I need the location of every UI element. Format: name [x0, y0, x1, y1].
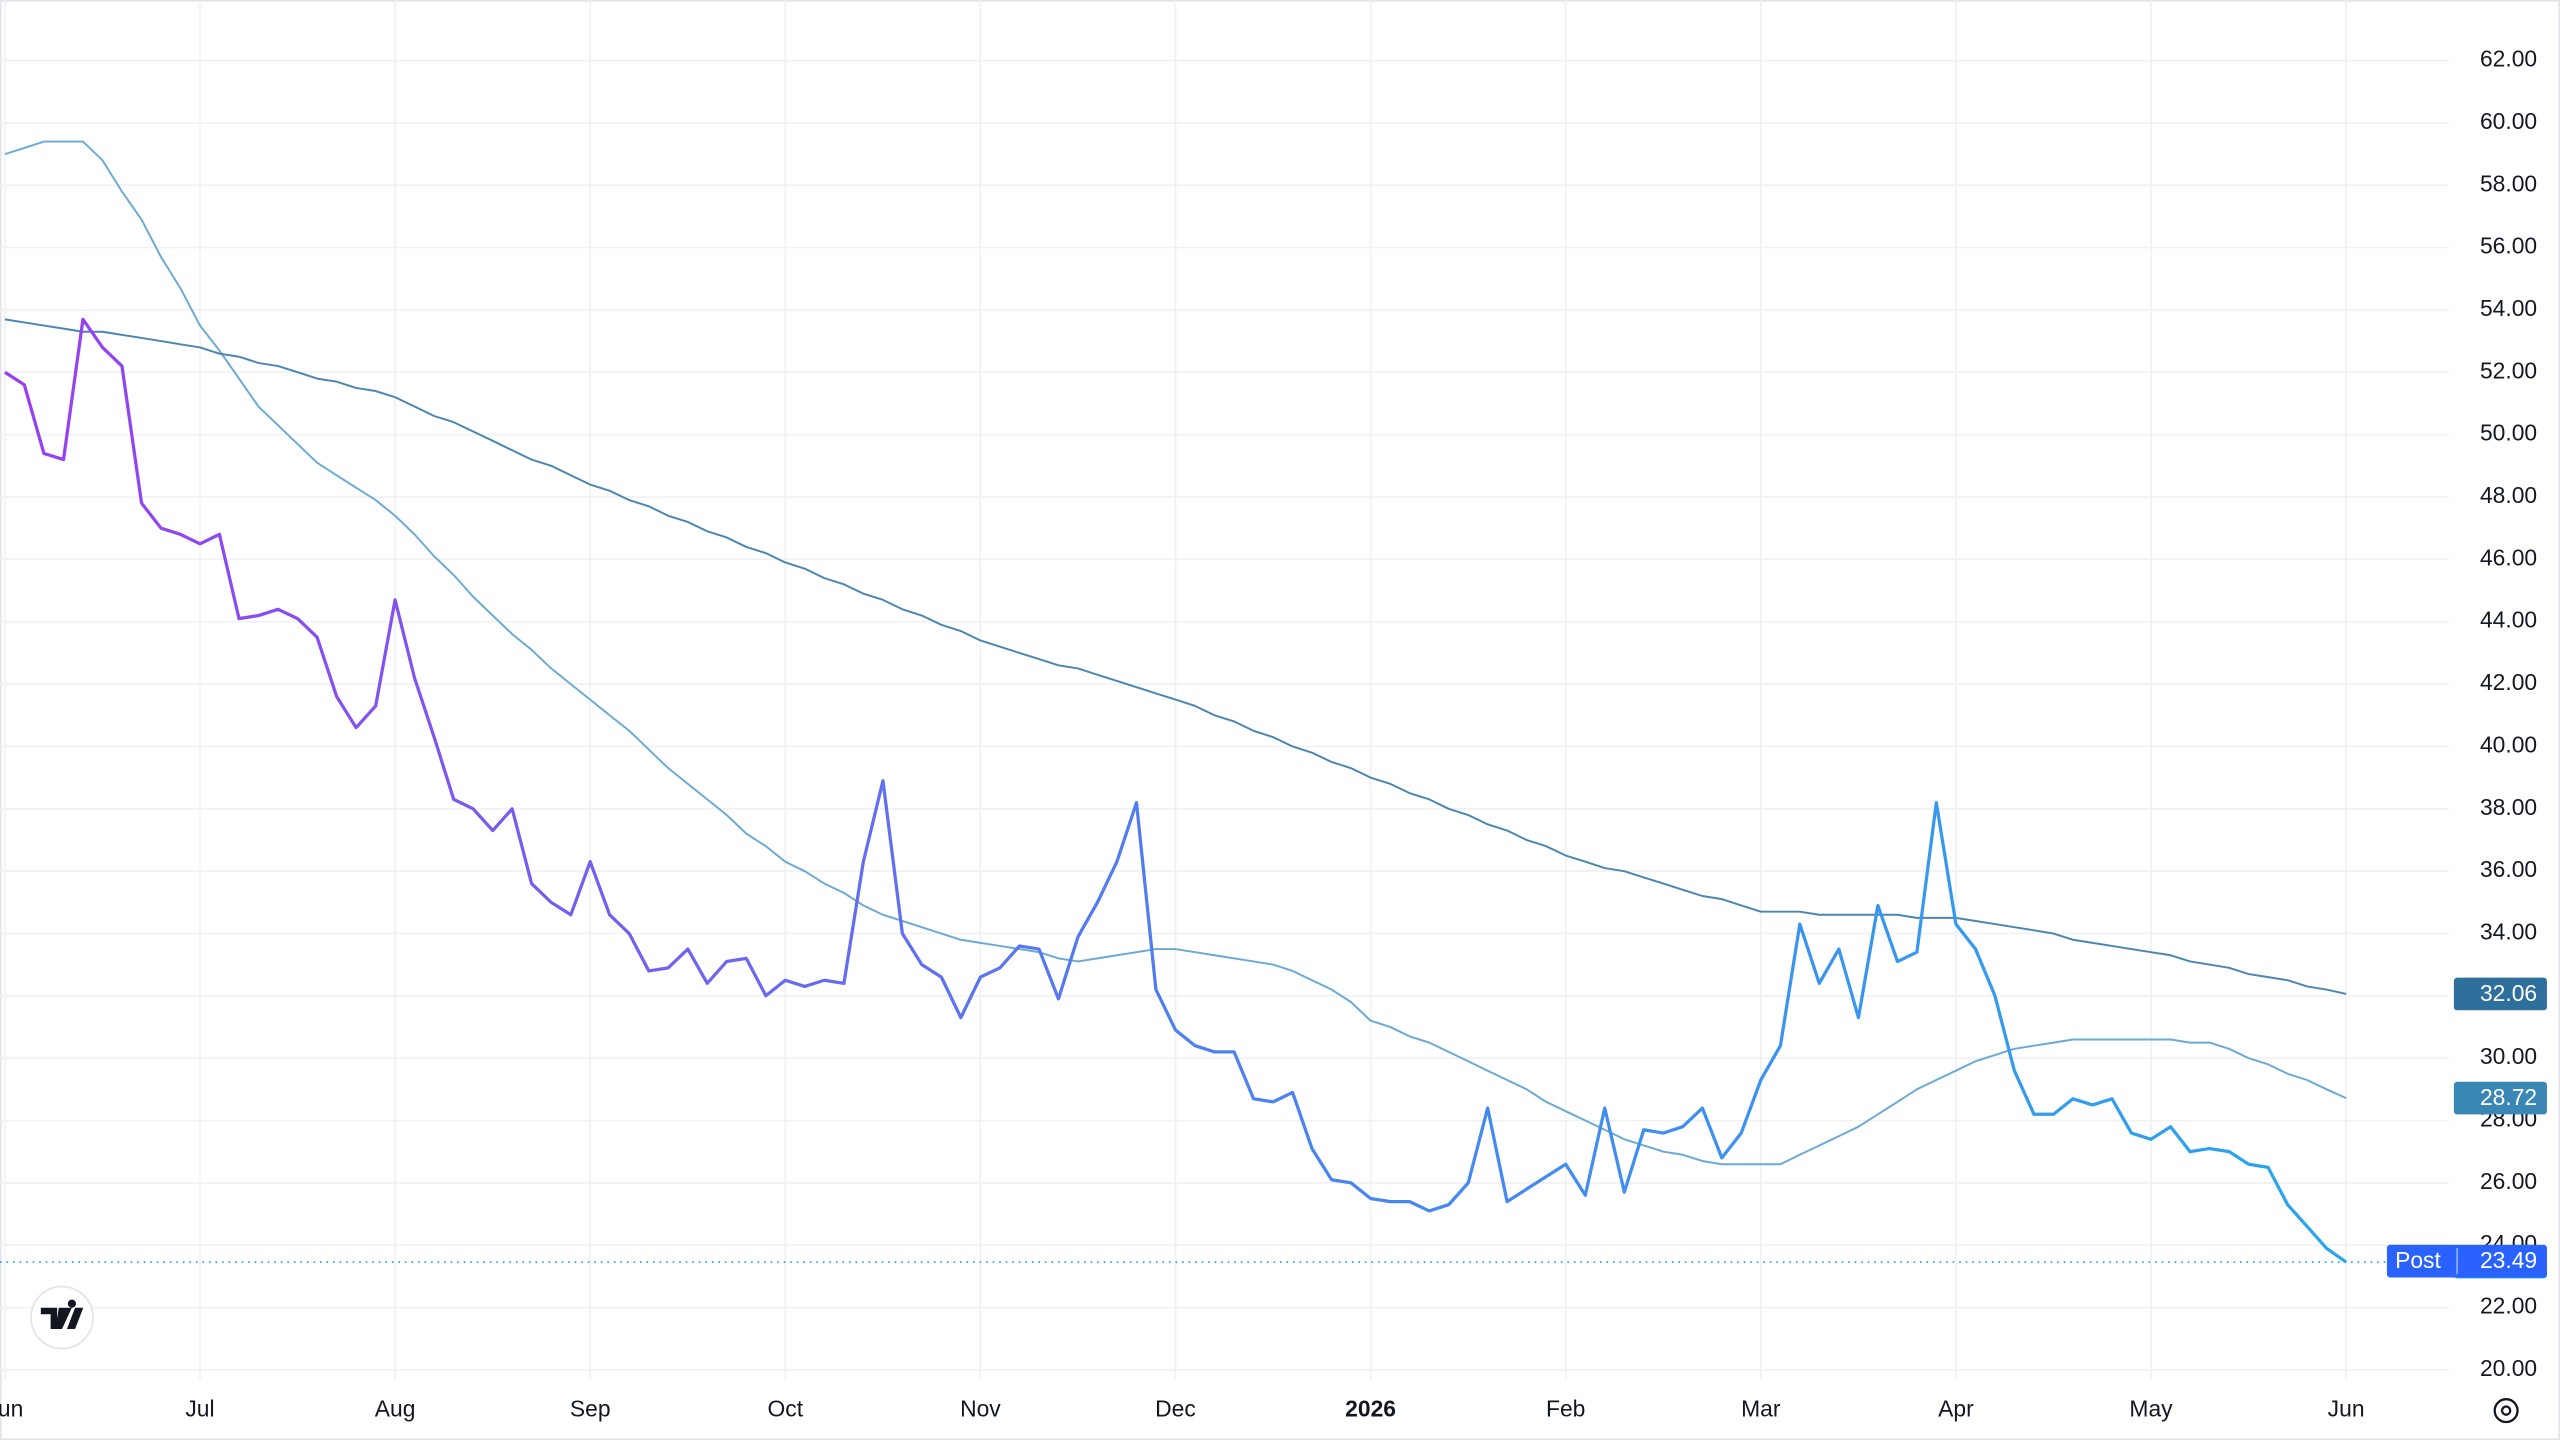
y-tick-label: 62.00 — [2480, 46, 2537, 72]
y-tick-label: 20.00 — [2480, 1355, 2537, 1381]
y-tick-label: 52.00 — [2480, 357, 2537, 383]
post-value: 23.49 — [2480, 1247, 2537, 1273]
x-tick-label: Feb — [1546, 1396, 1585, 1422]
x-tick-label: Apr — [1938, 1396, 1974, 1422]
price-line — [4, 317, 2348, 1264]
ma-label-box — [2453, 977, 2547, 1011]
tradingview-logo[interactable] — [30, 1285, 94, 1350]
x-tick-label: May — [2129, 1396, 2173, 1422]
y-tick-label: 58.00 — [2480, 170, 2537, 196]
x-tick-label: Mar — [1741, 1396, 1781, 1422]
y-tick-label: 54.00 — [2480, 295, 2537, 321]
y-tick-label: 36.00 — [2480, 856, 2537, 882]
x-tick-label: Aug — [375, 1396, 416, 1422]
y-tick-label: 40.00 — [2480, 731, 2537, 757]
grid — [0, 0, 2449, 1380]
y-tick-label: 38.00 — [2480, 794, 2537, 820]
settings-button[interactable] — [2493, 1398, 2519, 1424]
y-tick-label: 34.00 — [2480, 919, 2537, 945]
x-tick-label: 2026 — [1345, 1396, 1396, 1422]
x-tick-label: Nov — [960, 1396, 1001, 1422]
y-tick-label: 30.00 — [2480, 1043, 2537, 1069]
ma-label-text: 28.72 — [2480, 1084, 2537, 1110]
y-tick-label: 22.00 — [2480, 1293, 2537, 1319]
logo-mark — [66, 1307, 84, 1329]
logo-mark — [40, 1299, 76, 1329]
y-tick-label: 48.00 — [2480, 482, 2537, 508]
ma-label-text: 32.06 — [2480, 980, 2537, 1006]
x-tick-label: Dec — [1155, 1396, 1196, 1422]
y-tick-label: 26.00 — [2480, 1168, 2537, 1194]
ma-label-box — [2453, 1081, 2547, 1115]
y-tick-label: 44.00 — [2480, 607, 2537, 633]
y-tick-label: 42.00 — [2480, 669, 2537, 695]
x-tick-label: Oct — [768, 1396, 804, 1422]
settings-icon-core — [2500, 1405, 2512, 1416]
post-box — [2386, 1244, 2547, 1278]
post-label: Post — [2395, 1247, 2441, 1273]
y-tick-label: 56.00 — [2480, 233, 2537, 259]
x-tick-label: Jul — [185, 1396, 214, 1422]
settings-icon[interactable] — [2493, 1398, 2519, 1424]
y-tick-label: 60.00 — [2480, 108, 2537, 134]
x-tick-label: Jun — [0, 1396, 23, 1422]
x-tick-label: Sep — [570, 1396, 611, 1422]
moving-average-line — [4, 140, 2347, 1166]
y-tick-label: 46.00 — [2480, 544, 2537, 570]
y-tick-label: 50.00 — [2480, 420, 2537, 446]
x-tick-label: Jun — [2328, 1396, 2365, 1422]
